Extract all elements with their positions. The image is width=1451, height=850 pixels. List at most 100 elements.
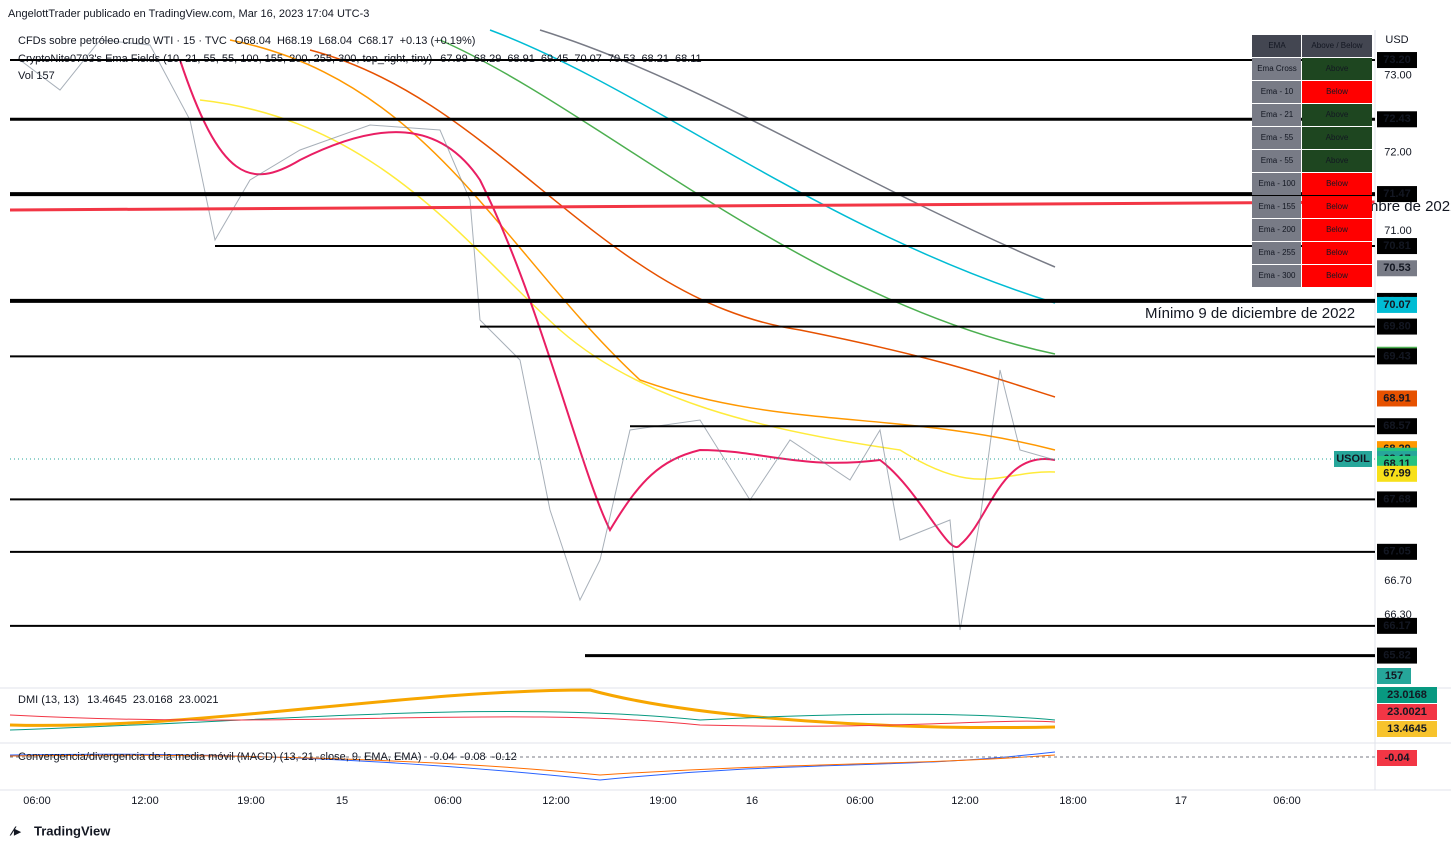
price-label-box	[1377, 260, 1417, 277]
time-tick: 12:00	[542, 795, 570, 807]
table-header-cell	[1302, 35, 1372, 57]
table-cell	[1302, 58, 1372, 80]
table-cell	[1252, 81, 1301, 103]
price-label: 73.20	[1383, 54, 1411, 66]
table-row-state: Below	[1326, 202, 1348, 211]
table-row-name: Ema - 200	[1259, 225, 1296, 234]
table-row-name: Ema - 10	[1261, 87, 1294, 96]
table-row-name: Ema Cross	[1257, 64, 1297, 73]
table-row-state: Below	[1326, 87, 1348, 96]
annotation: Mínimo 9 de diciembre de 2022	[1145, 305, 1355, 322]
price-label: 70.53	[1383, 262, 1411, 274]
ema-155	[309, 49, 1056, 398]
price-label-box	[1377, 418, 1417, 435]
price-label: 67.99	[1383, 468, 1411, 480]
time-tick: 18:00	[1059, 795, 1087, 807]
price-label-box	[1377, 318, 1417, 335]
ohlc-key: C	[358, 35, 366, 47]
table-cell	[1302, 242, 1372, 264]
price-label-box	[1377, 647, 1417, 664]
indicator-value: 70.07	[574, 53, 602, 65]
change: +0.13 (+0.19%)	[400, 35, 476, 47]
dmi-box	[1377, 704, 1437, 720]
table-cell	[1252, 219, 1301, 241]
table-row-state: Below	[1326, 248, 1348, 257]
time-tick: 17	[1175, 795, 1187, 807]
symbol-tag: USOIL	[1336, 453, 1370, 465]
price-label: 72.43	[1383, 113, 1411, 125]
dmi-box-value: 23.0021	[1387, 706, 1427, 718]
ohlc-key: O	[235, 35, 244, 47]
table-cell	[1302, 127, 1372, 149]
price-tick: 72.00	[1384, 147, 1412, 159]
price-label: 66.17	[1383, 620, 1411, 632]
time-tick: 12:00	[131, 795, 159, 807]
ema-100	[229, 39, 1056, 451]
table-row-state: Below	[1326, 225, 1348, 234]
price-label: 70.07	[1383, 299, 1411, 311]
price-label: 67.68	[1383, 493, 1411, 505]
trend-line	[9, 200, 1376, 212]
table-row-name: Ema - 55	[1261, 156, 1294, 165]
table-cell	[1302, 219, 1372, 241]
macd-value: -0.12	[492, 751, 517, 763]
macd-label: Convergencia/divergencia de la media móv…	[18, 751, 422, 763]
time-tick: 06:00	[1273, 795, 1301, 807]
ema-200	[439, 39, 1056, 355]
table-cell	[1252, 58, 1301, 80]
ohlc-key: H	[277, 35, 285, 47]
ema-55	[199, 99, 1056, 480]
price-path	[19, 39, 1056, 631]
price-label-box	[1377, 465, 1417, 482]
symbol-tag-box	[1334, 450, 1372, 467]
price-label: 70.81	[1383, 240, 1411, 252]
macd-value: -0.04	[430, 751, 455, 763]
time-tick: 15	[336, 795, 348, 807]
dmi-box	[1377, 687, 1437, 703]
table-row-state: Above	[1326, 133, 1349, 142]
time-tick: 19:00	[649, 795, 677, 807]
time-tick: 06:00	[846, 795, 874, 807]
table-cell	[1252, 173, 1301, 195]
ohlc-value: 68.17	[366, 35, 394, 47]
price-label-box	[1377, 52, 1417, 69]
ohlc-value: 68.04	[325, 35, 353, 47]
price-label-box	[1377, 238, 1417, 255]
table-row-name: Ema - 255	[1259, 248, 1296, 257]
table-cell	[1252, 242, 1301, 264]
table-cell	[1302, 265, 1372, 287]
price-label: 65.82	[1383, 649, 1411, 661]
price-label-box	[1377, 348, 1417, 365]
table-cell	[1302, 196, 1372, 218]
price-label-box	[1377, 617, 1417, 634]
dmi-plus	[9, 710, 1056, 731]
price-label-box	[1377, 390, 1417, 407]
macd-value: -0.08	[461, 751, 486, 763]
dmi-minus	[9, 714, 1056, 727]
price-label-box	[1377, 111, 1417, 128]
time-tick: 06:00	[23, 795, 51, 807]
dmi-value: 23.0168	[133, 694, 173, 706]
indicator-value: 68.91	[507, 53, 535, 65]
macd-box	[1377, 750, 1417, 766]
macd-signal	[9, 754, 1056, 776]
table-cell	[1302, 173, 1372, 195]
symbol: CFDs sobre petróleo crudo WTI · 15 · TVC	[18, 35, 227, 47]
table-cell	[1252, 127, 1301, 149]
indicator-value: 67.99	[440, 53, 468, 65]
price-label: 71.47	[1383, 188, 1411, 200]
table-cell	[1252, 265, 1301, 287]
table-row-state: Below	[1326, 179, 1348, 188]
table-row-name: Ema - 21	[1261, 110, 1294, 119]
price-label: 69.43	[1383, 350, 1411, 362]
table-cell	[1252, 196, 1301, 218]
table-cell	[1302, 104, 1372, 126]
table-row-name: Ema - 100	[1259, 179, 1296, 188]
price-label-box	[1377, 296, 1417, 313]
time-tick: 16	[746, 795, 758, 807]
dmi-value: 23.0021	[179, 694, 219, 706]
table-row-name: Ema - 55	[1261, 133, 1294, 142]
price-label: 68.57	[1383, 420, 1411, 432]
price-label: 68.91	[1383, 392, 1411, 404]
